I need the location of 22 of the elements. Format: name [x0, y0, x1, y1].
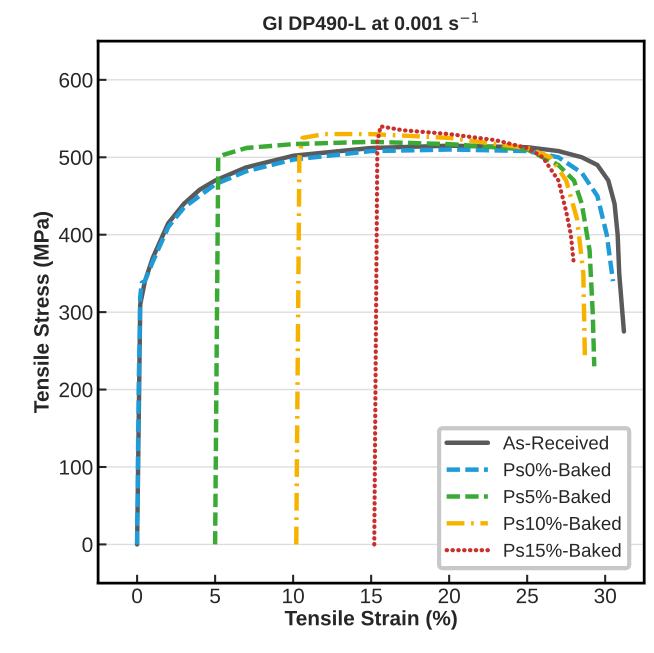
y-tick-label: 100 — [60, 460, 92, 475]
x-tick-label: 10 — [283, 588, 304, 604]
y-tick-label: 200 — [60, 382, 92, 398]
y-tick-label: 0 — [82, 537, 92, 552]
y-tick-label: 400 — [58, 228, 92, 242]
legend-label: Ps0%-Baked — [504, 462, 610, 476]
legend-label: As-Received — [502, 436, 608, 450]
x-tick-label: 5 — [210, 588, 220, 604]
legend-label: Ps5%-Baked — [504, 489, 610, 504]
legend-label: Ps15%-Baked — [504, 543, 620, 557]
y-tick-label: 600 — [60, 72, 92, 88]
x-tick-label: 25 — [516, 588, 538, 604]
x-tick-label: 30 — [594, 588, 616, 604]
y-tick-label: 300 — [59, 305, 92, 320]
y-axis-title: Tensile Stress (MPa) — [34, 212, 53, 414]
chart-title: GI DP490-L at 0.001 s$^{−1}$ — [263, 12, 478, 30]
x-tick-label: 0 — [132, 588, 142, 604]
x-tick-label: 20 — [438, 588, 460, 604]
legend-label: Ps10%-Baked — [504, 516, 620, 530]
x-tick-label: 15 — [361, 588, 382, 604]
x-axis-title: Tensile Strain (%) — [284, 610, 457, 630]
y-tick-label: 500 — [59, 150, 92, 166]
